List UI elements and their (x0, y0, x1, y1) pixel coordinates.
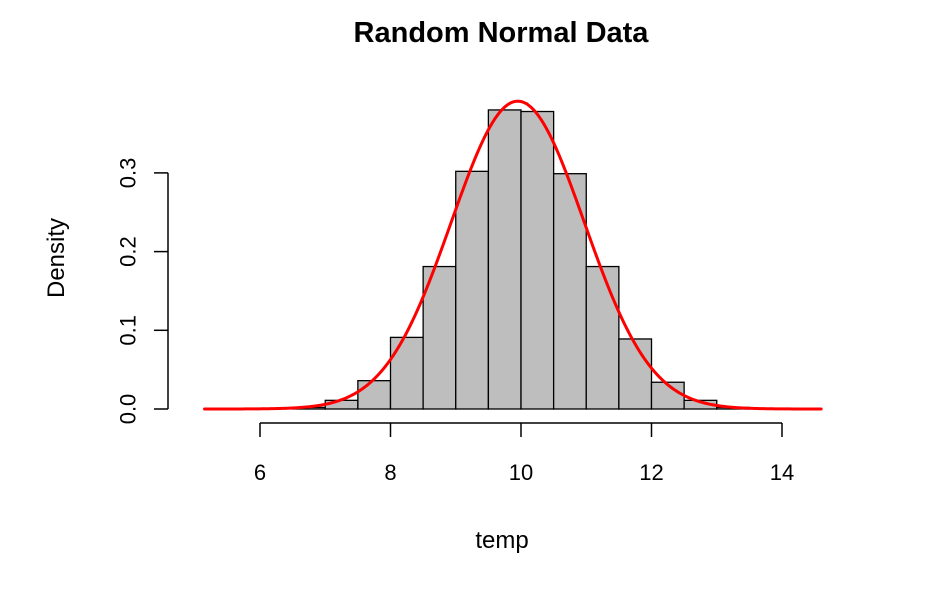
y-tick-label-2: 0.2 (116, 236, 141, 267)
y-tick-label-0: 0.0 (116, 394, 141, 425)
histogram-bar-5 (455, 170, 490, 410)
histogram-bar-4 (422, 265, 457, 410)
y-tick-label-1: 0.1 (116, 315, 141, 346)
histogram-bar-6 (487, 109, 522, 410)
x-tick-label-2: 10 (509, 460, 533, 485)
y-axis-label: Density (43, 218, 70, 298)
histogram-bar-2 (357, 380, 392, 410)
y-axis: 0.0 0.1 0.2 0.3 (116, 158, 169, 425)
histogram-bar-3 (389, 336, 424, 410)
histogram-bar-7 (520, 110, 555, 410)
x-tick-label-3: 12 (639, 460, 663, 485)
chart-title: Random Normal Data (354, 17, 650, 49)
x-tick-label-1: 8 (384, 460, 396, 485)
x-axis-label: temp (475, 527, 528, 554)
histogram-bar-9 (585, 265, 620, 410)
histogram-bars (291, 109, 751, 410)
histogram-bar-8 (552, 173, 587, 410)
x-tick-label-0: 6 (254, 460, 266, 485)
x-axis: 6 8 10 12 14 (254, 422, 794, 485)
y-tick-label-3: 0.3 (116, 158, 141, 189)
histogram-bar-10 (618, 338, 653, 410)
density-curve (203, 99, 823, 411)
x-tick-label-4: 14 (770, 460, 794, 485)
